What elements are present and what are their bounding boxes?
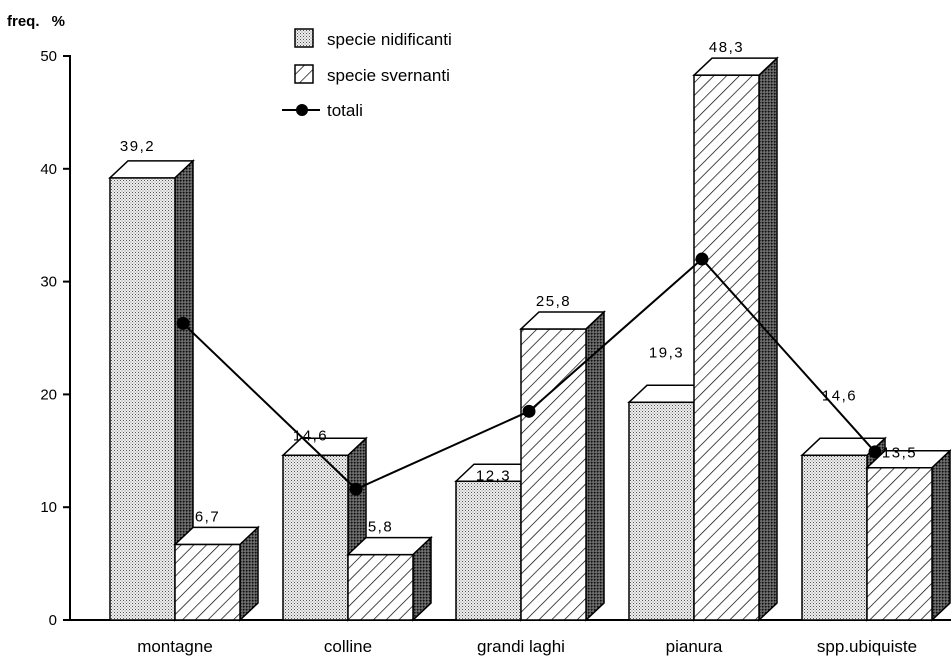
totali-point [695, 252, 709, 266]
value-label-nidificanti: 39,2 [120, 138, 155, 155]
y-tick-label: 30 [40, 274, 57, 291]
bar-svernanti [865, 448, 951, 622]
bar-svernanti-top [346, 536, 433, 556]
y-tick-label: 10 [40, 499, 57, 516]
value-label-svernanti: 25,8 [536, 293, 571, 310]
category-label: pianura [666, 637, 723, 656]
legend-marker-totali [296, 104, 308, 116]
bar-nidificanti-front [455, 480, 522, 621]
bar-svernanti [346, 535, 433, 622]
bar-svernanti [519, 310, 606, 622]
category-labels: montagne colline grandi laghi pianura spp.ub… [137, 637, 917, 656]
value-label-svernanti: 5,8 [368, 519, 393, 536]
bar-svernanti-front [174, 543, 241, 621]
legend-swatch-svernanti [294, 64, 314, 84]
bar-nidificanti-front [801, 454, 868, 621]
bars [108, 56, 951, 622]
bar-svernanti-front [866, 466, 933, 621]
bar-svernanti-front [347, 553, 414, 621]
bar-nidificanti-top [108, 160, 195, 179]
legend-label-totali: totali [327, 101, 363, 120]
value-label-svernanti: 6,7 [195, 508, 220, 525]
legend-label-nidificanti: specie nidificanti [327, 30, 452, 49]
bar-nidificanti [108, 159, 195, 622]
legend-swatch-nidificanti [294, 28, 314, 48]
totali-point [868, 445, 882, 459]
value-label-nidificanti: 19,3 [649, 344, 684, 361]
bar-svernanti [692, 56, 779, 622]
value-label-nidificanti: 14,6 [822, 387, 857, 404]
totali-point [176, 316, 190, 330]
y-tick-label: 50 [40, 48, 57, 65]
category-label: colline [324, 637, 372, 656]
category-label: spp.ubiquiste [817, 637, 917, 656]
y-axis-label: freq. % [7, 13, 65, 30]
value-label-nidificanti: 12,3 [476, 467, 511, 484]
bar-svernanti-side [931, 448, 951, 622]
bar-nidificanti-front [109, 177, 176, 621]
bar-nidificanti-front [628, 401, 695, 621]
bar-nidificanti-top [800, 437, 887, 457]
bar-nidificanti-top [281, 437, 368, 457]
bar-svernanti-top [173, 526, 260, 546]
bar-svernanti-front [520, 328, 587, 621]
value-label-nidificanti: 14,6 [293, 427, 328, 444]
y-ticks: 0 10 20 30 40 50 [40, 48, 70, 629]
value-label-svernanti: 13,5 [882, 445, 917, 462]
legend: specie nidificanti specie svernanti tota… [282, 28, 452, 120]
bar-svernanti-front [693, 74, 760, 621]
bar-svernanti-top [692, 57, 779, 76]
y-tick-label: 40 [40, 161, 57, 178]
value-label-svernanti: 48,3 [709, 39, 744, 56]
totali-point [349, 482, 363, 496]
y-tick-label: 0 [49, 612, 57, 629]
bar-svernanti [173, 525, 260, 622]
y-tick-label: 20 [40, 386, 57, 403]
category-label: grandi laghi [477, 637, 565, 656]
category-label: montagne [137, 637, 213, 656]
value-labels: 39,2 6,7 14,6 5,8 12,3 25,8 19,3 48,3 14,6 13,5 [120, 39, 917, 536]
totali-line [176, 252, 882, 496]
legend-label-svernanti: specie svernanti [327, 66, 450, 85]
totali-point [522, 404, 536, 418]
bar-nidificanti-front [282, 454, 349, 621]
bar-svernanti-top [519, 311, 606, 330]
